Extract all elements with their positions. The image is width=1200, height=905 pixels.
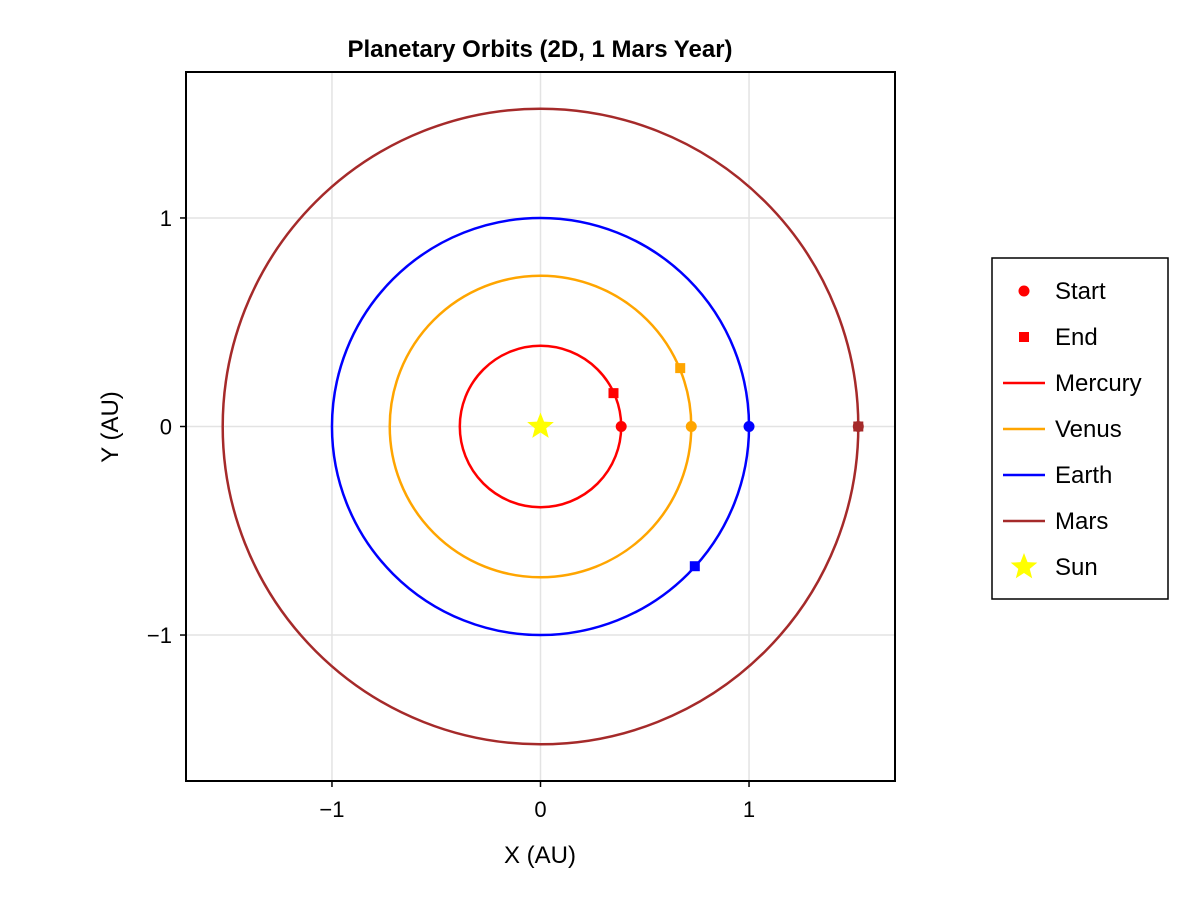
x-tick-label-1: 0 <box>534 797 546 822</box>
legend-label-mars: Mars <box>1055 508 1108 535</box>
legend-label-end: End <box>1055 324 1098 351</box>
chart-title: Planetary Orbits (2D, 1 Mars Year) <box>347 36 732 63</box>
legend-label-mercury: Mercury <box>1055 370 1142 397</box>
legend-end-square-icon <box>1019 332 1029 342</box>
mars-end-marker <box>853 421 864 432</box>
legend-label-start: Start <box>1055 278 1106 305</box>
venus-start-marker <box>685 421 697 432</box>
earth-start-marker <box>743 421 755 432</box>
legend-label-venus: Venus <box>1055 416 1122 443</box>
legend-label-earth: Earth <box>1055 462 1112 489</box>
mercury-start-marker <box>615 421 627 432</box>
legend-sun-star-icon <box>1010 553 1038 579</box>
legend-start-circle-icon <box>1018 285 1030 297</box>
mercury-end-marker <box>608 388 619 399</box>
legend-label-sun: Sun <box>1055 554 1098 581</box>
y-axis-label: Y (AU) <box>97 391 124 463</box>
sun-star-marker <box>527 412 554 438</box>
earth-end-marker <box>689 561 700 572</box>
plot-area <box>221 107 864 746</box>
x-axis-label: X (AU) <box>504 842 576 869</box>
y-tick-label-0: −1 <box>147 623 172 648</box>
legend: Start End Mercury Venus Earth Mars Sun <box>991 257 1169 600</box>
axis-ticks: −1 0 1 −1 0 1 <box>147 206 755 822</box>
y-tick-label-1: 0 <box>160 415 172 440</box>
y-tick-label-2: 1 <box>160 206 172 231</box>
x-tick-label-2: 1 <box>743 797 755 822</box>
x-tick-label-0: −1 <box>319 797 344 822</box>
venus-end-marker <box>675 363 686 374</box>
